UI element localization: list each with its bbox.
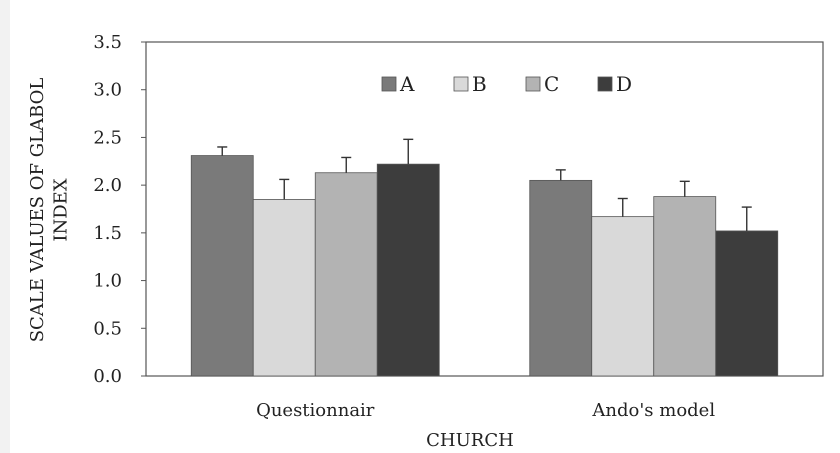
y-tick-label: 0.5 — [93, 318, 122, 339]
x-category-label: Questionnair — [256, 400, 375, 421]
chart-area: 0.0 0.5 1.0 1.5 2.0 2.5 3.0 3.5 Questionnair And… — [10, 0, 840, 453]
y-tick-label: 1.0 — [93, 271, 122, 292]
legend-swatch-B — [453, 76, 469, 92]
y-tick-label: 3.5 — [93, 32, 122, 53]
legend: A B C D — [381, 72, 632, 96]
plot-frame — [145, 41, 824, 377]
legend-label-C: C — [544, 72, 559, 96]
bar-C-1 — [653, 196, 717, 377]
bar-D-1 — [715, 230, 779, 377]
bar-B-0 — [252, 199, 316, 377]
bar-chart: 0.0 0.5 1.0 1.5 2.0 2.5 3.0 3.5 Questionnair And… — [27, 32, 824, 451]
bar-D-0 — [376, 163, 440, 377]
x-axis-title: CHURCH — [426, 430, 514, 451]
x-category-label: Ando's model — [591, 400, 715, 421]
y-tick-labels: 0.0 0.5 1.0 1.5 2.0 2.5 3.0 3.5 — [93, 32, 146, 387]
legend-swatch-C — [525, 76, 541, 92]
plot-area — [145, 41, 824, 377]
legend-label-D: D — [616, 72, 632, 96]
legend-swatch-A — [381, 76, 397, 92]
bar-B-1 — [591, 216, 655, 377]
y-tick-label: 2.5 — [93, 127, 122, 148]
legend-swatch-D — [597, 76, 613, 92]
y-tick-label: 3.0 — [93, 80, 122, 101]
bar-C-0 — [314, 172, 378, 377]
legend-label-B: B — [472, 72, 487, 96]
y-tick-label: 2.0 — [93, 175, 122, 196]
y-tick-label: 1.5 — [93, 223, 122, 244]
x-category-labels: Questionnair Ando's model — [256, 400, 715, 421]
bar-A-1 — [529, 179, 593, 377]
y-tick-label: 0.0 — [93, 366, 122, 387]
y-axis-title: SCALE VALUES OF GLABOL INDEX — [27, 78, 71, 343]
legend-label-A: A — [399, 72, 415, 96]
bar-A-0 — [190, 155, 254, 377]
